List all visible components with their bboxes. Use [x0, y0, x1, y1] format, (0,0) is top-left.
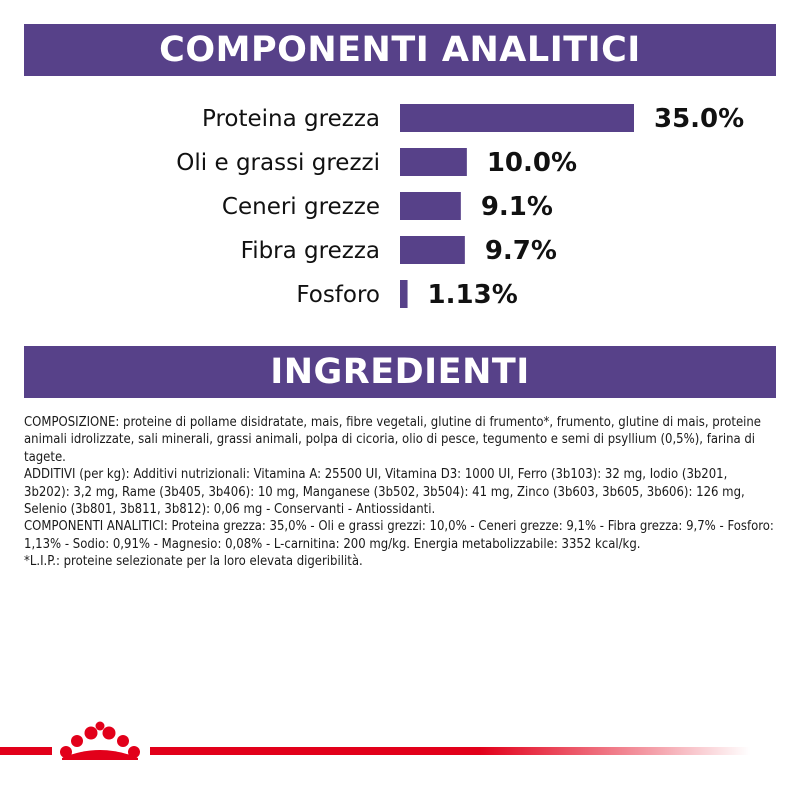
analytical-components-header: COMPONENTI ANALITICI [24, 24, 776, 76]
bar [400, 192, 461, 220]
additives-paragraph: ADDITIVI (per kg): Additivi nutrizionali… [24, 467, 745, 518]
category-label: Oli e grassi grezzi [176, 150, 380, 176]
value-label: 10.0% [487, 148, 577, 178]
lip-footnote: *L.I.P.: proteine selezionate per la lor… [24, 554, 363, 570]
footer-red-line-left [0, 747, 52, 755]
ingredients-title: INGREDIENTI [270, 352, 530, 392]
category-label: Ceneri grezze [222, 194, 380, 220]
analytical-components-paragraph: COMPONENTI ANALITICI: Proteina grezza: 3… [24, 519, 774, 552]
ingredients-text: COMPOSIZIONE: proteine di pollame disidr… [24, 414, 776, 571]
category-label: Fosforo [296, 282, 380, 308]
bar [400, 148, 467, 176]
bar [400, 280, 408, 308]
footer-red-line [150, 747, 750, 755]
bar [400, 104, 634, 132]
category-label: Proteina grezza [202, 106, 380, 132]
analytical-components-title: COMPONENTI ANALITICI [159, 30, 641, 70]
value-label: 9.1% [481, 192, 553, 222]
value-label: 1.13% [428, 280, 518, 310]
analytical-components-chart: Proteina grezza 35.0% Oli e grassi grezzi 1… [176, 104, 744, 310]
category-label: Fibra grezza [241, 238, 380, 264]
crown-icon [60, 721, 140, 760]
value-label: 35.0% [654, 104, 744, 134]
composition-paragraph: COMPOSIZIONE: proteine di pollame disidr… [24, 415, 762, 465]
value-label: 9.7% [485, 236, 557, 266]
ingredients-header: INGREDIENTI [24, 346, 776, 398]
bar [400, 236, 465, 264]
